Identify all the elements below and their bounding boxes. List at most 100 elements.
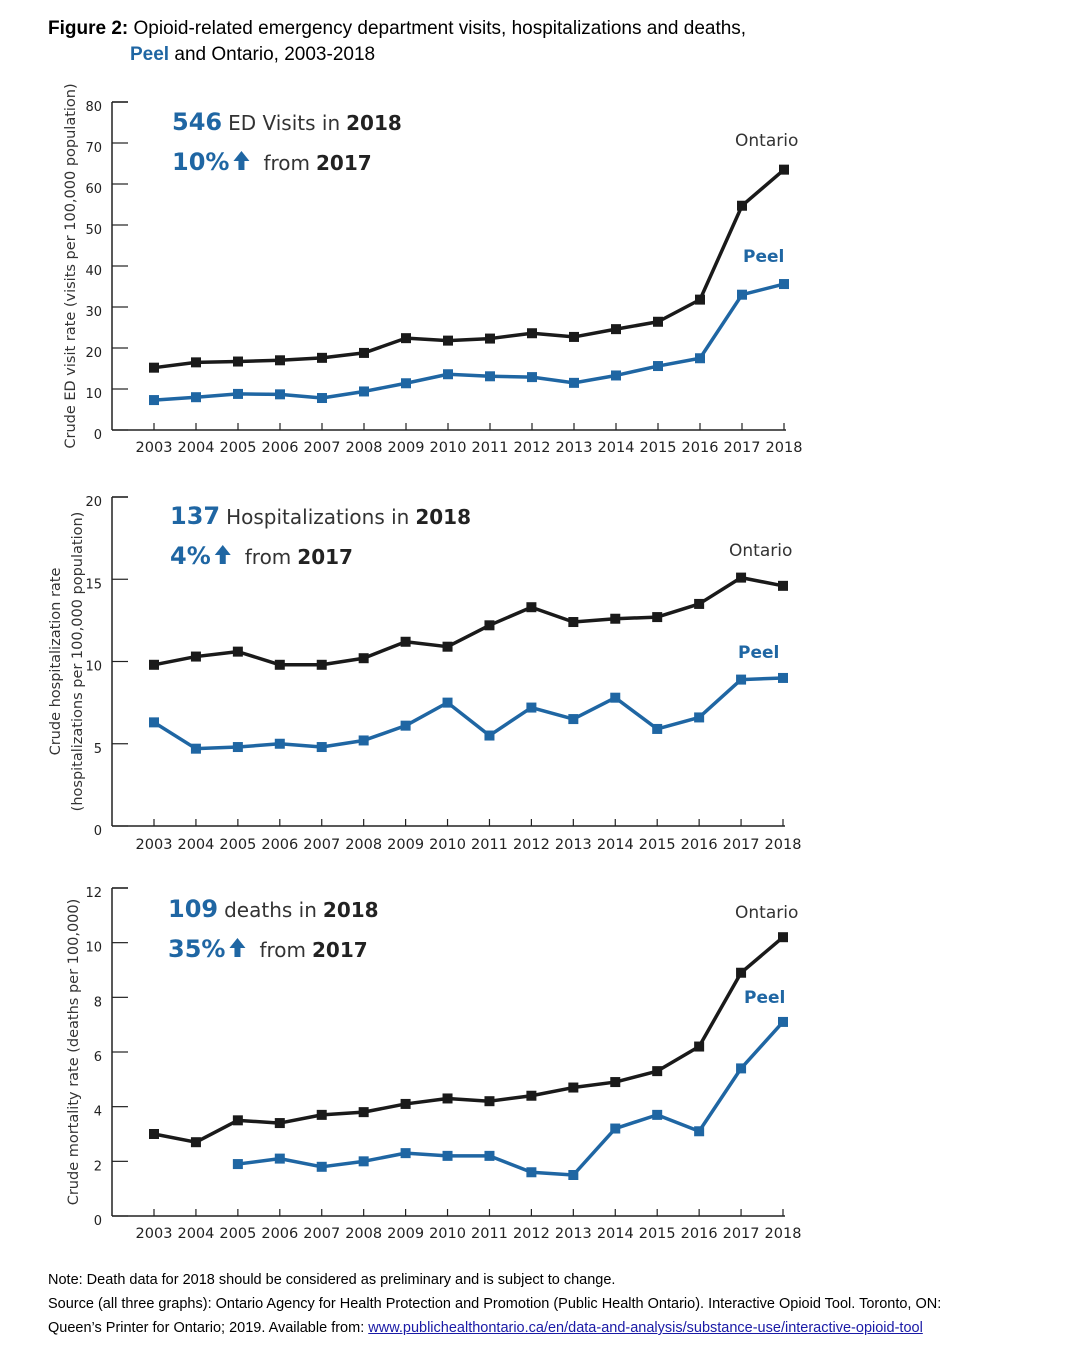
data-point-peel [527, 372, 537, 383]
data-point-ontario [485, 333, 495, 344]
data-point-ontario [778, 932, 788, 943]
data-point-ontario [695, 294, 705, 305]
x-tick-label: 2010 [430, 440, 467, 456]
data-point-ontario [190, 1137, 201, 1148]
series-label-ontario: Ontario [735, 903, 798, 923]
data-point-peel [190, 743, 201, 754]
data-point-ontario [232, 646, 243, 657]
y-axis-label-line2: (hospitalizations per 100,000 population… [70, 512, 86, 812]
data-point-peel [736, 1063, 747, 1074]
x-tick-label: 2007 [303, 1226, 340, 1242]
data-point-peel [568, 1170, 579, 1180]
arrow-up-icon [233, 151, 250, 170]
y-tick-label: 10 [85, 941, 102, 956]
x-tick-label: 2003 [136, 440, 173, 456]
series-line-ontario [153, 168, 786, 370]
x-tick-label: 2018 [765, 1226, 802, 1242]
data-point-ontario [149, 659, 159, 670]
x-tick-label: 2005 [220, 440, 257, 456]
x-tick-label: 2004 [178, 440, 215, 456]
data-point-peel [569, 377, 579, 388]
x-tick-label: 2006 [262, 440, 299, 456]
data-point-peel [610, 692, 621, 703]
data-point-ontario [442, 641, 453, 652]
data-point-ontario [484, 1096, 495, 1107]
y-tick-label: 80 [85, 100, 102, 115]
data-point-ontario [779, 164, 789, 175]
data-point-ontario [611, 324, 621, 335]
x-tick-label: 2014 [597, 1226, 634, 1242]
source-link[interactable]: www.publichealthontario.ca/en/data-and-a… [368, 1320, 923, 1336]
data-point-ontario [610, 613, 621, 624]
source-text-line2: Queen’s Printer for Ontario; 2019. Avail… [48, 1320, 365, 1336]
data-point-peel [191, 392, 201, 403]
data-point-ontario [568, 1082, 579, 1093]
data-point-peel [568, 714, 579, 725]
data-point-peel [442, 697, 453, 708]
data-point-peel [443, 369, 453, 380]
data-point-peel [526, 702, 537, 713]
data-point-peel [652, 1109, 663, 1120]
hospitalizations-chart: 0 5 10 15 20 2003 2004 2005 2006 2007 2008 2009 2010… [48, 495, 802, 853]
data-point-ontario [526, 602, 537, 613]
data-point-peel [652, 723, 663, 734]
data-point-ontario [568, 617, 579, 628]
x-tick-label: 2006 [261, 1226, 298, 1242]
data-point-peel [149, 395, 159, 406]
series-line-peel [153, 676, 784, 751]
figure-number: Figure 2: [48, 18, 129, 39]
data-point-ontario [484, 620, 495, 631]
y-tick-label: 15 [85, 577, 102, 592]
series-label-ontario: Ontario [735, 131, 798, 151]
data-point-ontario [274, 1118, 285, 1129]
series-label-peel: Peel [743, 247, 784, 267]
series-line-ontario [153, 935, 785, 1144]
data-point-peel [694, 712, 705, 723]
data-point-ontario [610, 1077, 621, 1088]
annotation-from-text: from [259, 938, 306, 962]
data-point-ontario [737, 200, 747, 211]
x-tick-label: 2008 [345, 1226, 382, 1242]
data-point-peel [737, 289, 747, 300]
data-point-peel [442, 1150, 453, 1161]
data-point-peel [232, 1159, 243, 1170]
data-point-peel [401, 378, 411, 389]
x-tick-label: 2010 [429, 1226, 466, 1242]
series-line-ontario [153, 575, 784, 667]
annotation-count: 109 [168, 895, 218, 923]
x-tick-label: 2012 [514, 440, 551, 456]
data-point-peel [316, 742, 327, 753]
x-tick-label: 2018 [765, 837, 802, 853]
x-tick-label: 2011 [471, 837, 508, 853]
annotation-count-line: 137 Hospitalizations in 2018 [170, 502, 471, 530]
x-tick-label: 2003 [136, 1226, 173, 1242]
data-point-ontario [401, 333, 411, 344]
annotation-from-year: 2017 [316, 151, 372, 175]
x-tick-label: 2017 [723, 1226, 760, 1242]
annotation-count: 137 [170, 502, 220, 530]
x-tick-label: 2013 [555, 837, 592, 853]
data-point-peel [485, 371, 495, 382]
data-point-peel [610, 1123, 621, 1134]
data-point-ontario [569, 331, 579, 342]
data-point-peel [695, 353, 705, 364]
data-point-peel [484, 730, 495, 741]
data-point-peel [232, 742, 243, 753]
figure-title-peel: Peel [130, 44, 170, 65]
x-tick-label: 2008 [345, 837, 382, 853]
data-point-peel [779, 279, 789, 290]
annotation-year: 2018 [323, 898, 379, 922]
data-point-peel [275, 389, 285, 400]
y-tick-label: 50 [85, 223, 102, 238]
arrow-up-icon [214, 545, 231, 564]
annotation-count: 546 [172, 108, 222, 136]
data-point-peel [400, 1148, 411, 1159]
data-point-ontario [526, 1090, 537, 1101]
x-tick-label: 2017 [724, 440, 761, 456]
data-point-ontario [317, 352, 327, 363]
figure-title-line2: and Ontario, 2003-2018 [174, 44, 376, 65]
annotation-change-line: 35% from 2017 [168, 935, 368, 963]
y-tick-label: 40 [85, 264, 102, 279]
deaths-chart: 0 2 4 6 8 10 12 2003 2004 2005 2006 2007 2008 2009 201… [66, 886, 802, 1242]
note-text: Note: Death data for 2018 should be cons… [48, 1272, 616, 1288]
